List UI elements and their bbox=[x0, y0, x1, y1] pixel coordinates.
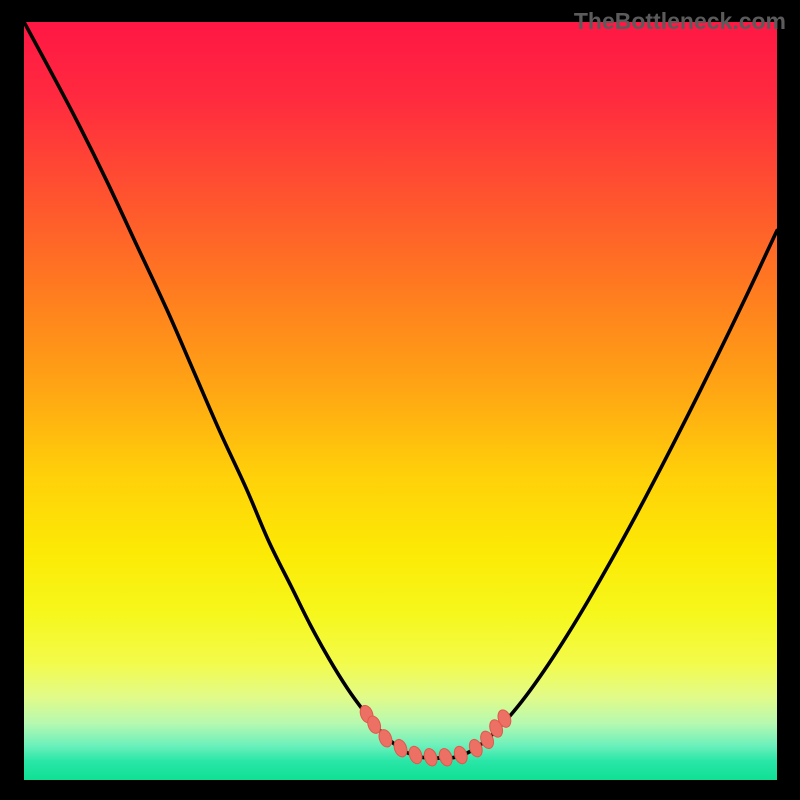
chart-stage: TheBottleneck.com bbox=[0, 0, 800, 800]
curve-layer bbox=[24, 22, 777, 780]
watermark-text: TheBottleneck.com bbox=[574, 8, 786, 35]
valley-marker bbox=[437, 747, 454, 768]
curve-right bbox=[438, 230, 777, 758]
valley-marker bbox=[392, 738, 409, 759]
valley-marker bbox=[452, 744, 469, 765]
curve-left bbox=[24, 22, 438, 758]
valley-marker bbox=[422, 747, 439, 768]
valley-markers bbox=[358, 704, 513, 768]
plot-area bbox=[24, 22, 777, 780]
valley-marker bbox=[407, 744, 424, 765]
